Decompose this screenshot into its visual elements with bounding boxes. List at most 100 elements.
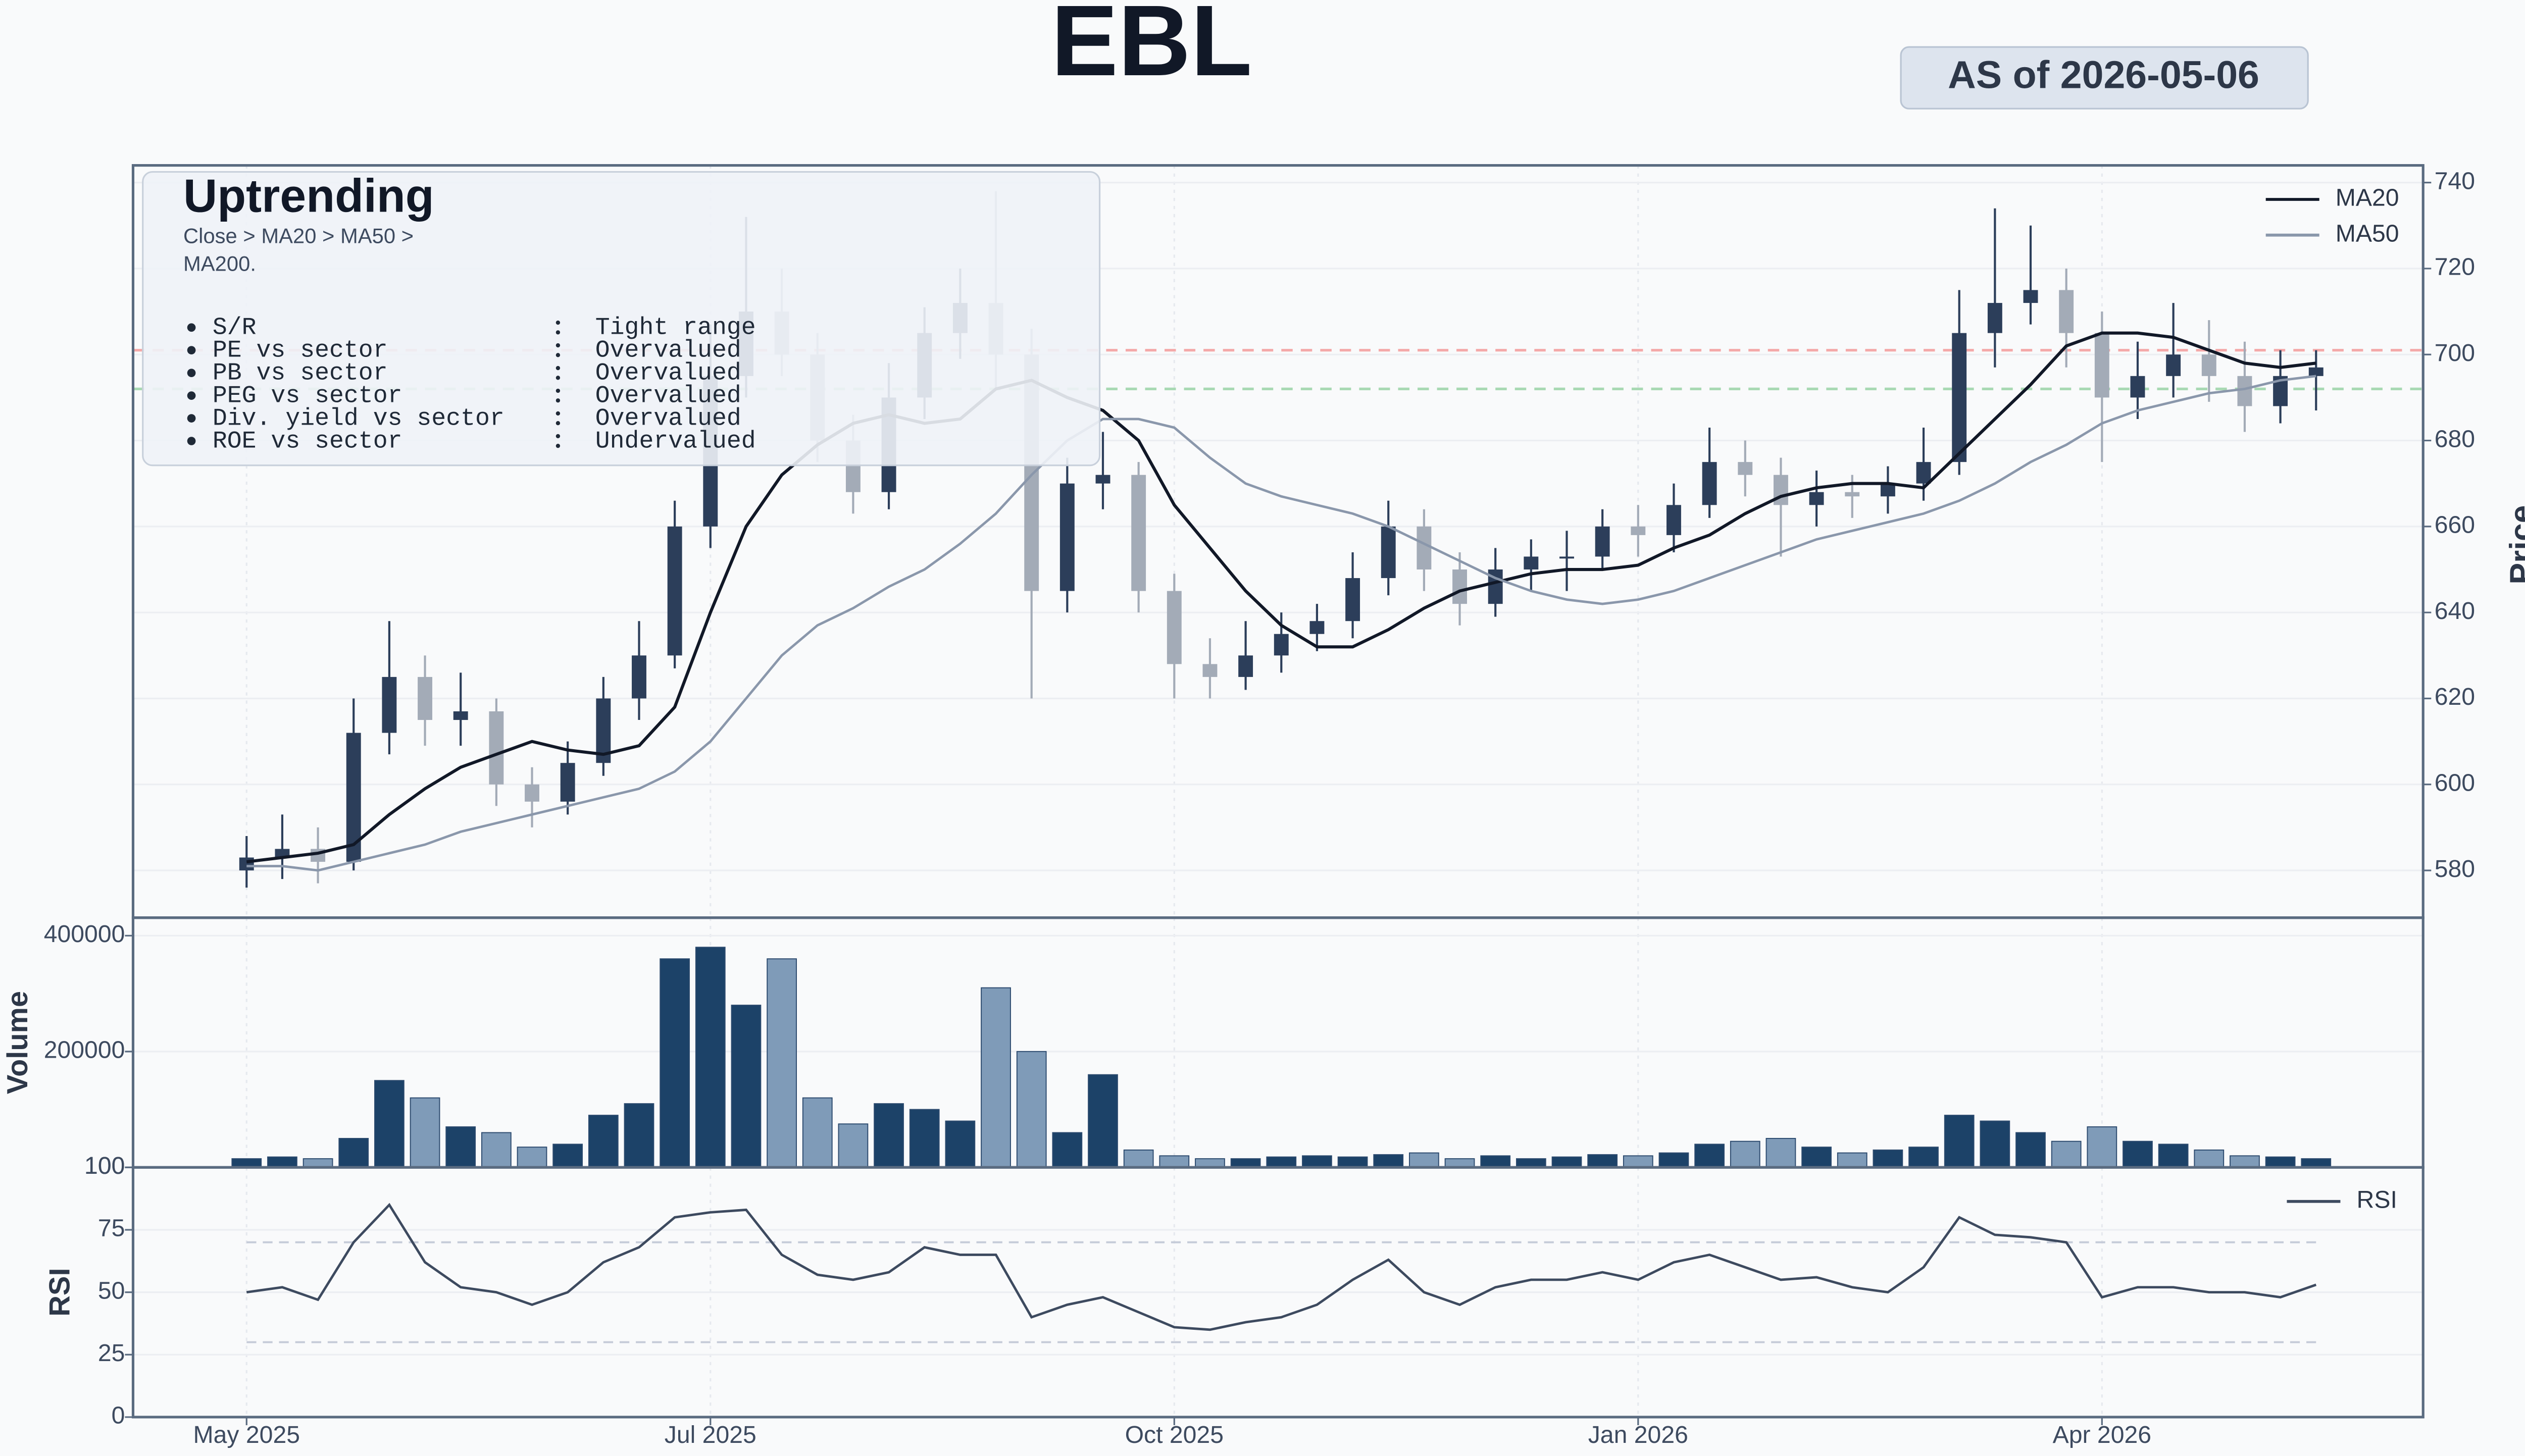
x-tick-label: May 2025 [193,1421,300,1448]
candle-body [1202,664,1218,677]
colon-dot [556,366,561,371]
candle-body [275,849,290,858]
candle-body [632,655,646,699]
legend-label: RSI [2357,1186,2397,1214]
annotation-title: Uptrending [183,170,434,222]
volume-bar [231,1158,262,1168]
y-tick-label: 200000 [44,1036,125,1064]
volume-bar [1480,1155,1511,1168]
volume-bar [481,1132,512,1168]
y-axis-label: Volume [2,991,34,1094]
y-tick-label: 740 [2435,167,2475,194]
volume-bar [909,1109,940,1168]
volume-bar [1266,1156,1297,1168]
item-label: PB vs sector [213,359,388,387]
x-tick-label: Jul 2025 [665,1421,756,1448]
x-tick-label: Oct 2025 [1125,1421,1224,1448]
date-badge [1900,46,2309,110]
candle-body [2059,290,2074,333]
volume-bar [1837,1152,1867,1168]
candle-body [1702,462,1717,505]
colon-dot [556,320,561,325]
volume-bar [267,1156,297,1168]
volume-bar [552,1143,583,1168]
colon-dot [556,421,561,426]
candle-body [1595,526,1610,557]
volume-bar [1623,1155,1653,1168]
y-tick-label: 700 [2435,339,2475,367]
volume-bar [1123,1149,1154,1168]
candle-body [1738,462,1753,475]
item-label: PE vs sector [213,337,388,364]
volume-bar [2158,1143,2189,1168]
volume-bar [588,1115,619,1168]
y-tick-label: 0 [112,1402,125,1429]
y-axis-label: Price [2503,505,2525,585]
volume-bar [445,1126,476,1168]
candle-body [667,526,682,656]
volume-bar [1302,1155,1332,1168]
candle-body [1916,462,1931,484]
y-tick-label: 600 [2435,769,2475,797]
volume-bar [1658,1152,1689,1168]
candle-body [1845,492,1860,497]
x-tick-label: Apr 2026 [2053,1421,2151,1448]
candle-body [1631,526,1646,535]
candle-body [346,733,361,862]
volume-bar [874,1103,904,1168]
candle-body [1559,556,1574,559]
volume-bar [1373,1154,1404,1168]
candle-body [418,677,433,720]
annotation-text-box: Close > MA20 > MA50 > MA200. [183,224,414,276]
y-tick-label: 25 [98,1339,125,1367]
candle-body [2166,354,2181,376]
y-tick-label: 580 [2435,855,2475,882]
volume-bar [802,1097,833,1168]
volume-bar [1516,1158,1546,1168]
ma-line [246,331,2316,864]
colon-dot [556,330,561,335]
y-tick-label: 620 [2435,683,2475,710]
bullet [187,369,196,378]
volume-bar [2301,1158,2332,1168]
item-label: ROE vs sector [213,428,402,455]
candle-body [2308,367,2324,376]
volume-bar [838,1123,869,1168]
volume-bar [1052,1132,1083,1168]
volume-bar [2123,1140,2153,1168]
volume-bar [410,1097,440,1168]
colon-dot [556,376,561,380]
volume-bar [1587,1154,1618,1168]
y-tick-label: 100 [84,1152,125,1179]
colon-dot [556,411,561,416]
volume-bar [2194,1149,2225,1168]
volume-bar [695,947,726,1168]
candle-body [1524,556,1539,570]
colon-dot [556,353,561,357]
candle-body [2201,354,2216,376]
candle-body [1345,578,1360,621]
volume-bar [517,1147,547,1168]
bullet [187,346,196,355]
volume-bar [374,1080,405,1168]
item-value: Overvalued [595,359,741,387]
volume-bar [981,987,1011,1168]
bullet [187,414,196,423]
volume-bar [1195,1158,1225,1168]
volume-bar [1159,1155,1190,1168]
colon-dot [556,434,561,439]
x-tick-label: Jan 2026 [1588,1421,1688,1448]
y-tick-label: 680 [2435,425,2475,452]
candle-body [1131,475,1146,591]
volume-bar [1230,1158,1261,1168]
volume-bar [2051,1140,2082,1168]
volume-bar [1551,1156,1582,1168]
annotation-box [142,171,1101,466]
candle-body [1059,483,1075,591]
candle-body [1309,621,1325,634]
item-value: Undervalued [595,428,756,455]
y-tick-label: 75 [98,1215,125,1242]
candle-body [489,711,504,785]
item-label: Div. yield vs sector [213,405,504,432]
